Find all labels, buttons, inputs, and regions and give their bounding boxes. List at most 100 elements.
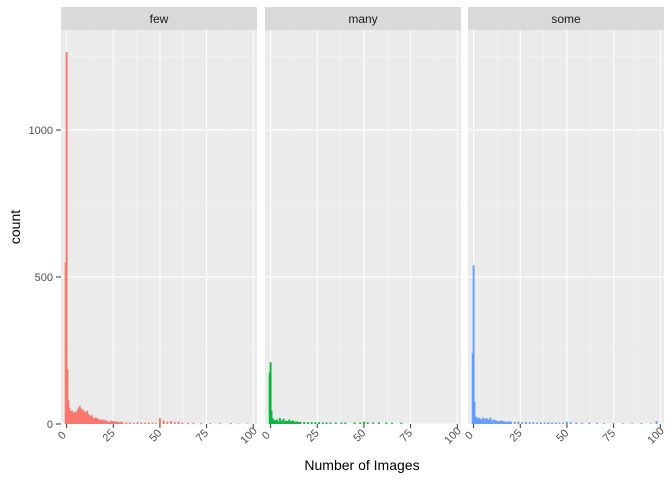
- histogram-bar: [569, 422, 572, 424]
- x-tick-label: 50: [351, 427, 368, 444]
- panel-background: [61, 30, 257, 424]
- panel-strip: [61, 7, 257, 30]
- x-tick-label: 50: [554, 427, 571, 444]
- histogram-bar: [504, 421, 507, 424]
- panel-background: [265, 30, 461, 424]
- panel-many: many 0 25 50 75 100: [260, 7, 464, 447]
- histogram-bar: [155, 423, 158, 424]
- histogram-bar: [117, 422, 120, 424]
- panel-background: [468, 30, 664, 424]
- histogram-bar: [489, 417, 492, 424]
- panel-some: some 0 25 50 75 100: [463, 7, 667, 447]
- histogram-bar: [575, 422, 578, 424]
- histogram-bar: [159, 418, 161, 424]
- panel-strip-label: many: [348, 12, 377, 26]
- y-tick-label: 1000: [29, 125, 53, 137]
- panel-strip-label: some: [551, 12, 581, 26]
- histogram-bar: [536, 422, 538, 424]
- x-tick-label: 0: [463, 429, 476, 442]
- x-tick-label: 25: [305, 427, 322, 444]
- histogram-bar: [269, 362, 272, 424]
- histogram-bar: [129, 422, 131, 424]
- histogram-bar: [290, 421, 293, 424]
- histogram-bar: [147, 422, 150, 424]
- histogram-bar: [318, 422, 321, 424]
- histogram-bar: [119, 421, 122, 424]
- histogram-bar: [297, 421, 300, 424]
- histogram-bar: [650, 423, 652, 424]
- histogram-bar: [270, 410, 273, 424]
- x-tick-label: 100: [645, 425, 666, 446]
- histogram-bar: [108, 421, 111, 424]
- histogram-bar: [524, 421, 527, 424]
- histogram-bar: [310, 422, 313, 424]
- histogram-bar: [391, 422, 393, 424]
- histogram-bar: [335, 422, 337, 424]
- histogram-bar: [400, 422, 403, 424]
- histogram-bar: [483, 418, 486, 424]
- histogram-bar: [528, 422, 531, 424]
- x-tick-label: 75: [601, 427, 618, 444]
- histogram-bar: [558, 422, 561, 424]
- x-tick-label: 75: [398, 427, 415, 444]
- histogram-bar: [177, 421, 180, 424]
- histogram-bar: [517, 421, 520, 424]
- histogram-bar: [192, 422, 195, 424]
- histogram-bar: [286, 421, 289, 424]
- x-tick-label: 0: [260, 429, 273, 442]
- histogram-bar: [562, 422, 565, 424]
- histogram-bar: [473, 401, 476, 424]
- histogram-bar: [340, 422, 343, 424]
- histogram-bar: [151, 422, 154, 424]
- histogram-bar: [640, 423, 643, 424]
- histogram-bar: [321, 422, 324, 424]
- histogram-bar: [547, 422, 550, 424]
- histogram-bar: [353, 422, 356, 424]
- histogram-bar: [551, 422, 553, 424]
- histogram-bar: [293, 421, 296, 424]
- histogram-bar: [125, 422, 128, 424]
- histogram-bar: [359, 422, 362, 424]
- histogram-bar: [103, 419, 105, 424]
- histogram-bar: [510, 421, 512, 424]
- histogram-bar: [554, 422, 557, 424]
- panel-strip-label: few: [150, 12, 169, 26]
- histogram-bar: [209, 423, 212, 424]
- histogram-bar: [372, 422, 375, 424]
- histogram-bar: [65, 52, 68, 424]
- histogram-bar: [132, 422, 135, 424]
- histogram-bar: [170, 421, 173, 424]
- histogram-bar: [162, 420, 165, 424]
- histogram-bar: [506, 421, 509, 424]
- histogram-bar: [603, 423, 606, 424]
- histogram-bar: [539, 422, 542, 424]
- histogram-bar: [295, 421, 298, 424]
- y-tick-label: 500: [35, 272, 53, 284]
- histogram-bar: [112, 421, 115, 424]
- x-tick-label: 25: [508, 427, 525, 444]
- histogram-bar: [106, 421, 109, 424]
- histogram-bar: [166, 421, 169, 424]
- histogram-bar: [491, 420, 494, 424]
- histogram-bar: [485, 418, 488, 424]
- histogram-bar: [246, 423, 249, 424]
- histogram-bar: [288, 419, 291, 424]
- histogram-bar: [229, 423, 232, 424]
- histogram-bar: [292, 420, 294, 424]
- histogram-bar: [508, 421, 510, 424]
- histogram-bar: [363, 421, 365, 424]
- histogram-bar: [110, 420, 113, 424]
- histogram-bar: [121, 422, 124, 424]
- histogram-bar: [187, 422, 189, 424]
- histogram-bar: [595, 422, 598, 424]
- histogram-bar: [314, 422, 317, 424]
- histogram-bar: [377, 422, 380, 424]
- histogram-bar: [655, 421, 658, 424]
- histogram-bar: [500, 420, 503, 424]
- histogram-bar: [495, 420, 497, 424]
- histogram-bar: [140, 422, 143, 424]
- histogram-bar: [493, 419, 496, 424]
- histogram-bar: [200, 423, 202, 424]
- panel-few: few 0 25 50 75 100: [56, 7, 260, 447]
- histogram-bar: [279, 418, 281, 424]
